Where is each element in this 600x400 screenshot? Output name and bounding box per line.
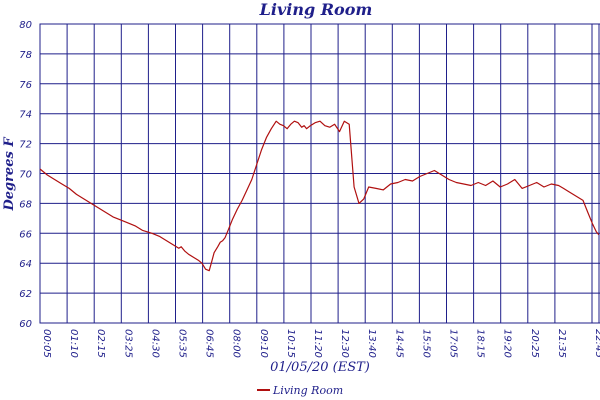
x-tick-label: 08:00 <box>231 329 242 358</box>
x-tick-label: 22:45 <box>593 329 600 358</box>
x-tick-label: 14:45 <box>393 329 404 358</box>
x-tick-label: 10:15 <box>285 329 296 358</box>
x-tick-label: 01:10 <box>68 329 79 358</box>
x-tick-label: 18:15 <box>475 329 486 358</box>
grid <box>39 23 600 324</box>
series-line-living-room <box>39 120 600 272</box>
series-group <box>39 120 600 272</box>
chart-title: Living Room <box>259 0 373 19</box>
x-tick-label: 06:45 <box>204 329 215 358</box>
y-tick-label: 76 <box>19 80 32 91</box>
y-tick-label: 70 <box>19 170 32 181</box>
x-tick-label: 13:40 <box>366 329 377 358</box>
x-tick-label: 21:35 <box>556 329 567 358</box>
legend-label: Living Room <box>272 384 343 397</box>
x-axis-label: 01/05/20 (EST) <box>270 360 370 375</box>
x-tick-label: 09:10 <box>258 329 269 358</box>
y-tick-label: 72 <box>19 140 32 151</box>
legend: Living Room <box>257 384 343 397</box>
x-tick-label: 17:05 <box>448 329 459 358</box>
x-tick-labels: 00:05 01:10 02:15 03:25 04:30 05:35 06:45 08:00… <box>41 329 600 358</box>
y-tick-label: 74 <box>19 110 32 121</box>
y-tick-labels: 60 62 64 66 68 70 72 74 76 78 80 <box>19 20 32 330</box>
x-tick-label: 02:15 <box>95 329 106 358</box>
y-tick-label: 78 <box>19 50 32 61</box>
y-tick-label: 64 <box>19 259 32 270</box>
x-tick-label: 19:20 <box>502 329 513 358</box>
x-tick-label: 15:50 <box>420 329 431 358</box>
y-tick-label: 68 <box>19 199 32 210</box>
x-tick-label: 03:25 <box>122 329 133 358</box>
x-tick-label: 05:35 <box>177 329 188 358</box>
y-axis-label: Degrees F <box>2 137 17 212</box>
y-tick-label: 62 <box>19 289 32 300</box>
x-tick-label: 12:30 <box>339 329 350 358</box>
y-tick-label: 60 <box>19 319 32 330</box>
plot-border <box>39 23 600 324</box>
x-tick-label: 20:25 <box>529 329 540 358</box>
y-tick-label: 66 <box>19 229 32 240</box>
x-tick-label: 11:20 <box>312 329 323 358</box>
x-tick-label: 00:05 <box>41 329 52 358</box>
x-tick-label: 04:30 <box>149 329 160 358</box>
y-tick-label: 80 <box>19 20 32 31</box>
